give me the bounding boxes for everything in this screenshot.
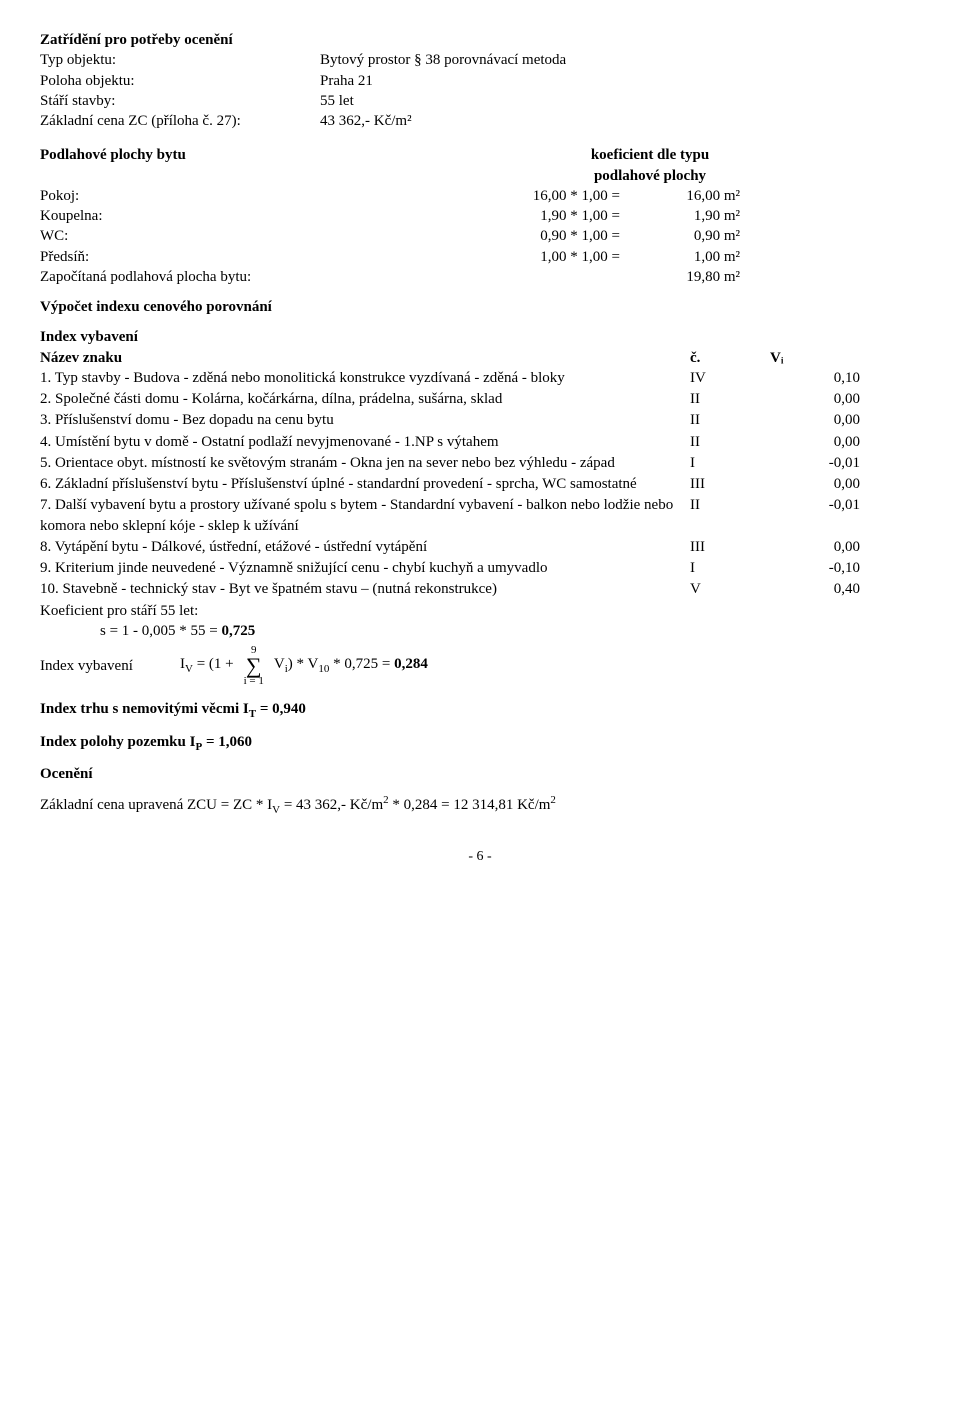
sigma-icon: 9 ∑ i = 1 bbox=[240, 645, 268, 687]
index-v: -0,01 bbox=[770, 495, 890, 536]
index-c: II bbox=[690, 432, 770, 452]
floor-calc: 0,90 * 1,00 = bbox=[320, 226, 620, 246]
index-c: II bbox=[690, 389, 770, 409]
index-c: I bbox=[690, 558, 770, 578]
index-v: 0,00 bbox=[770, 389, 890, 409]
floor-total-result: 19,80 m² bbox=[620, 267, 740, 287]
floor-result: 1,90 m² bbox=[620, 206, 740, 226]
floor-total-label: Započítaná podlahová plocha bytu: bbox=[40, 267, 620, 287]
iv-label: Index vybavení bbox=[40, 656, 180, 676]
floor-result: 0,90 m² bbox=[620, 226, 740, 246]
index-table-title: Index vybavení bbox=[40, 327, 920, 347]
index-text: 2. Společné části domu - Kolárna, kočárk… bbox=[40, 389, 690, 409]
index-text: 9. Kriterium jinde neuvedené - Významně … bbox=[40, 558, 690, 578]
index-c: II bbox=[690, 410, 770, 430]
iv-formula-left: IV = (1 + bbox=[180, 654, 240, 677]
floor-label: WC: bbox=[40, 226, 320, 246]
it-line: Index trhu s nemovitými věcmi IT = 0,940 bbox=[40, 699, 920, 722]
header-value: 55 let bbox=[320, 91, 920, 111]
header-label: Základní cena ZC (příloha č. 27): bbox=[40, 111, 320, 131]
index-v: -0,10 bbox=[770, 558, 890, 578]
index-v: 0,00 bbox=[770, 474, 890, 494]
index-v: 0,00 bbox=[770, 537, 890, 557]
index-text: 6. Základní příslušenství bytu - Přísluš… bbox=[40, 474, 690, 494]
index-v: -0,01 bbox=[770, 453, 890, 473]
index-v: 0,10 bbox=[770, 368, 890, 388]
section-title: Zatřídění pro potřeby ocenění bbox=[40, 30, 920, 50]
ip-line: Index polohy pozemku IP = 1,060 bbox=[40, 732, 920, 755]
zcu-line: Základní cena upravená ZCU = ZC * IV = 4… bbox=[40, 793, 920, 818]
index-c: III bbox=[690, 537, 770, 557]
header-value: Bytový prostor § 38 porovnávací metoda bbox=[320, 50, 920, 70]
index-v: 0,40 bbox=[770, 579, 890, 599]
index-v: 0,00 bbox=[770, 432, 890, 452]
header-value: Praha 21 bbox=[320, 71, 920, 91]
index-text: 3. Příslušenství domu - Bez dopadu na ce… bbox=[40, 410, 690, 430]
index-text: 8. Vytápění bytu - Dálkové, ústřední, et… bbox=[40, 537, 690, 557]
col-v: Vᵢ bbox=[770, 348, 890, 368]
index-c: V bbox=[690, 579, 770, 599]
index-text: 4. Umístění bytu v domě - Ostatní podlaž… bbox=[40, 432, 690, 452]
floor-result: 1,00 m² bbox=[620, 247, 740, 267]
index-c: III bbox=[690, 474, 770, 494]
floor-label: Pokoj: bbox=[40, 186, 320, 206]
floor-calc: 16,00 * 1,00 = bbox=[320, 186, 620, 206]
header-label: Poloha objektu: bbox=[40, 71, 320, 91]
header-value: 43 362,- Kč/m² bbox=[320, 111, 920, 131]
page-number: - 6 - bbox=[40, 848, 920, 867]
floor-result: 16,00 m² bbox=[620, 186, 740, 206]
floor-label: Předsíň: bbox=[40, 247, 320, 267]
index-c: II bbox=[690, 495, 770, 536]
index-c: IV bbox=[690, 368, 770, 388]
floor-label: Koupelna: bbox=[40, 206, 320, 226]
col-c: č. bbox=[690, 348, 770, 368]
col-name: Název znaku bbox=[40, 348, 690, 368]
floor-header-left: Podlahové plochy bytu bbox=[40, 145, 320, 186]
index-text: 7. Další vybavení bytu a prostory užívan… bbox=[40, 495, 690, 536]
header-label: Typ objektu: bbox=[40, 50, 320, 70]
floor-calc: 1,00 * 1,00 = bbox=[320, 247, 620, 267]
ocen-title: Ocenění bbox=[40, 764, 920, 784]
index-text: 5. Orientace obyt. místností ke světovým… bbox=[40, 453, 690, 473]
iv-formula-right: Vi) * V10 * 0,725 = 0,284 bbox=[268, 654, 428, 677]
floor-header-right: koeficient dle typupodlahové plochy bbox=[530, 145, 770, 186]
index-text: 1. Typ stavby - Budova - zděná nebo mono… bbox=[40, 368, 690, 388]
header-label: Stáří stavby: bbox=[40, 91, 320, 111]
koef-formula: s = 1 - 0,005 * 55 = 0,725 bbox=[40, 621, 920, 641]
floor-calc: 1,90 * 1,00 = bbox=[320, 206, 620, 226]
index-c: I bbox=[690, 453, 770, 473]
calc-section-title: Výpočet indexu cenového porovnání bbox=[40, 297, 920, 317]
index-v: 0,00 bbox=[770, 410, 890, 430]
index-text: 10. Stavebně - technický stav - Byt ve š… bbox=[40, 579, 690, 599]
koef-label: Koeficient pro stáří 55 let: bbox=[40, 601, 920, 621]
